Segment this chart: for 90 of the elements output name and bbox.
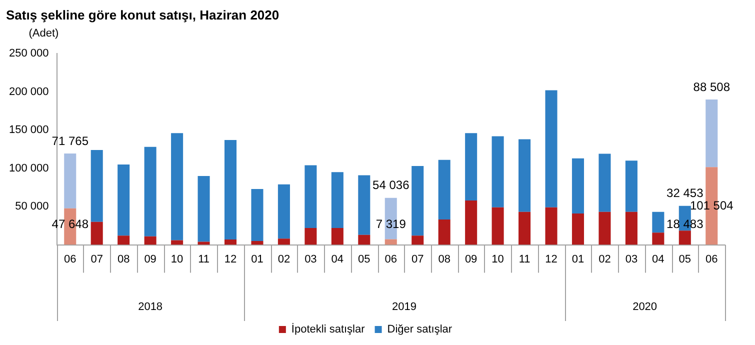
x-tick-label: 06 — [64, 253, 76, 266]
bar — [412, 166, 424, 236]
bar — [465, 200, 478, 245]
bar — [358, 234, 370, 245]
x-tick-label: 11 — [198, 253, 210, 266]
bar — [572, 158, 584, 214]
y-tick-label: 250 000 — [8, 48, 49, 60]
x-tick-label: 12 — [224, 253, 237, 266]
x-tick-label: 12 — [545, 253, 558, 266]
bar — [678, 230, 691, 245]
y-tick-label: 50 000 — [15, 200, 49, 213]
y-tick-label: 200 000 — [8, 86, 49, 98]
x-tick-label: 04 — [331, 253, 344, 266]
bar — [465, 133, 478, 200]
bar — [304, 165, 317, 228]
bar — [224, 140, 237, 240]
y-tick-label: 100 000 — [8, 162, 49, 174]
bar — [251, 240, 264, 245]
bar — [144, 146, 156, 236]
bar — [545, 90, 558, 208]
x-tick-label: 02 — [278, 253, 290, 266]
x-tick-label: 07 — [90, 253, 103, 266]
x-tick-label: 03 — [625, 253, 638, 266]
bar — [625, 212, 638, 245]
data-label: 88 508 — [693, 80, 730, 94]
bar — [144, 236, 156, 245]
bar — [224, 239, 237, 245]
bar — [706, 99, 718, 168]
x-tick-label: 11 — [518, 253, 530, 266]
chart-title: Satış şekline göre konut satışı, Haziran 2020 — [6, 7, 280, 22]
data-label: 32 453 — [666, 186, 704, 200]
x-tick-label: 02 — [598, 253, 611, 266]
bar — [118, 236, 130, 245]
text: 2018 — [138, 300, 163, 313]
bar — [492, 207, 504, 245]
bar — [572, 213, 584, 245]
x-tick-label: 04 — [652, 253, 664, 266]
bar — [358, 175, 370, 235]
data-label: 101 504 — [690, 198, 734, 212]
bar — [64, 153, 76, 208]
x-tick-label: 09 — [144, 253, 156, 266]
data-label: 7 319 — [376, 217, 406, 232]
bar — [598, 212, 611, 245]
bar — [198, 242, 210, 245]
bar — [331, 172, 344, 228]
x-tick-label: 10 — [492, 253, 504, 266]
bar — [438, 220, 450, 245]
bar — [198, 176, 210, 242]
legend-label: Diğer satışlar — [387, 324, 452, 336]
bar — [652, 232, 664, 245]
bar — [251, 188, 264, 241]
bar — [598, 154, 611, 212]
x-tick-label: 09 — [464, 253, 478, 266]
data-label: 54 036 — [372, 178, 410, 192]
bar — [171, 240, 184, 245]
bar — [412, 236, 424, 245]
bar — [518, 212, 531, 245]
x-tick-label: 10 — [170, 253, 184, 266]
data-label: 47 648 — [52, 217, 89, 232]
x-tick-label: 01 — [572, 253, 584, 266]
x-tick-label: 01 — [251, 253, 264, 266]
data-label: 71 765 — [52, 134, 89, 148]
bar — [518, 139, 531, 212]
bar — [438, 160, 450, 220]
text: 2020 — [632, 300, 658, 313]
bar — [171, 133, 184, 240]
x-tick-label: 03 — [304, 253, 317, 266]
bar — [492, 136, 504, 208]
x-tick-label: 05 — [358, 253, 370, 266]
x-tick-label: 06 — [706, 253, 718, 266]
x-tick-label: 07 — [411, 253, 424, 266]
bar — [652, 212, 664, 233]
bar — [278, 184, 290, 239]
bar — [331, 228, 344, 245]
x-tick-label: 08 — [438, 253, 450, 266]
y-tick-label: 150 000 — [8, 124, 49, 136]
x-tick-label: 08 — [117, 253, 130, 266]
x-tick-label: 05 — [678, 253, 692, 266]
bar — [384, 239, 397, 245]
y-axis-title: (Adet) — [28, 28, 59, 40]
bar — [90, 150, 103, 222]
bar — [278, 238, 290, 245]
text: 2019 — [392, 300, 416, 313]
legend-label: İpotekli satışlar — [291, 322, 366, 336]
bar — [545, 207, 558, 245]
x-tick-label: 06 — [384, 253, 398, 266]
bar — [90, 222, 103, 245]
bar — [625, 160, 638, 212]
bar — [304, 228, 317, 245]
bar — [118, 164, 130, 236]
